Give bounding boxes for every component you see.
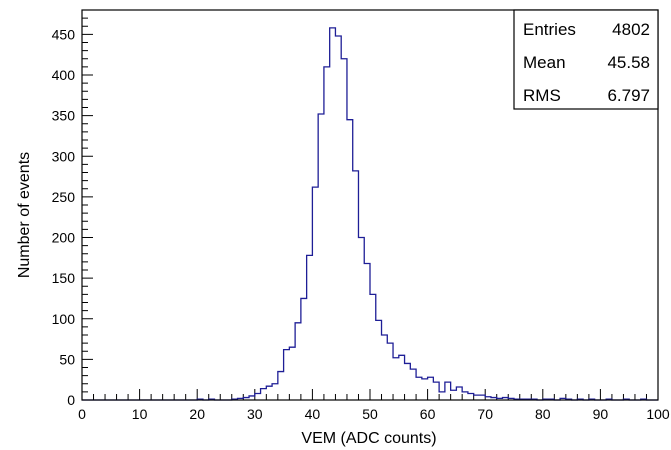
plot-frame	[81, 9, 659, 401]
x-tick-label: 0	[78, 406, 86, 422]
y-tick-label: 100	[52, 311, 76, 327]
x-tick-label: 20	[189, 406, 205, 422]
x-tick-label: 80	[535, 406, 551, 422]
stats-box: Entries 4802 Mean 45.58 RMS 6.797	[513, 9, 659, 110]
y-tick-label: 300	[52, 148, 76, 164]
y-axis-ticks: 0 50 100 150 200 250 300 350 400 450	[52, 9, 93, 408]
stats-rows: Entries 4802 Mean 45.58 RMS 6.797	[523, 20, 650, 105]
x-tick-label: 40	[305, 406, 321, 422]
stats-value: 4802	[612, 20, 650, 39]
x-tick-label: 70	[477, 406, 493, 422]
y-tick-label: 250	[52, 189, 76, 205]
y-axis-title: Number of events	[16, 152, 33, 278]
x-axis-title: VEM (ADC counts)	[301, 430, 436, 447]
stats-label: Entries	[523, 20, 576, 39]
x-tick-label: 50	[362, 406, 378, 422]
y-tick-label: 50	[59, 351, 75, 367]
x-axis-ticks: 0 10 20 30 40 50 60 70 80 90 100	[78, 389, 670, 422]
y-tick-label: 450	[52, 26, 76, 42]
y-tick-label: 350	[52, 108, 76, 124]
stats-label: RMS	[523, 86, 561, 105]
y-tick-label: 0	[67, 392, 75, 408]
y-tick-label: 400	[52, 67, 76, 83]
stats-value: 45.58	[607, 53, 650, 72]
y-tick-label: 150	[52, 270, 76, 286]
x-tick-label: 100	[646, 406, 670, 422]
stats-label: Mean	[523, 53, 566, 72]
x-tick-label: 90	[593, 406, 609, 422]
stats-box-frame	[513, 9, 659, 110]
x-tick-label: 60	[420, 406, 436, 422]
y-tick-label: 200	[52, 230, 76, 246]
x-tick-label: 10	[132, 406, 148, 422]
stats-value: 6.797	[607, 86, 650, 105]
x-tick-label: 30	[247, 406, 263, 422]
